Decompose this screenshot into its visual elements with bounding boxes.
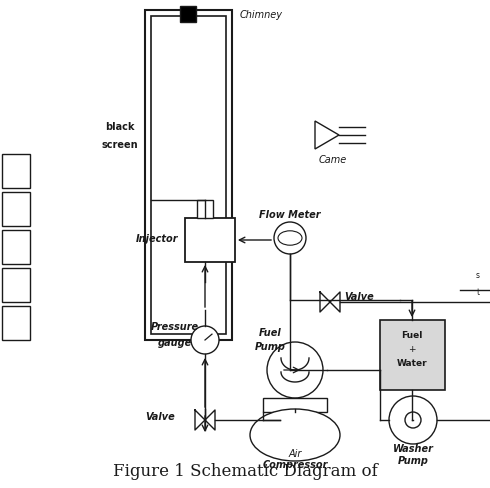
Text: Fuel: Fuel — [401, 331, 423, 340]
Bar — [180, 6, 196, 22]
Text: Water: Water — [397, 359, 427, 368]
Text: black: black — [105, 122, 135, 132]
Text: Fuel: Fuel — [259, 328, 281, 338]
Bar — [2, 154, 30, 188]
Text: Chimney: Chimney — [240, 10, 283, 20]
Text: t: t — [476, 288, 480, 297]
Circle shape — [389, 396, 437, 444]
Text: screen: screen — [102, 140, 138, 150]
Circle shape — [274, 222, 306, 254]
Ellipse shape — [250, 409, 340, 461]
Text: Valve: Valve — [344, 292, 374, 302]
Polygon shape — [315, 121, 339, 149]
Bar — [197, 200, 213, 218]
Bar — [2, 268, 30, 302]
Text: Injector: Injector — [136, 234, 178, 244]
Text: Washer: Washer — [392, 444, 434, 454]
Bar — [185, 218, 235, 262]
Bar — [151, 16, 226, 334]
Text: Air: Air — [288, 449, 302, 459]
Bar — [2, 230, 30, 264]
Text: Pump: Pump — [397, 456, 428, 466]
Bar — [380, 320, 445, 390]
Text: +: + — [408, 345, 416, 354]
Text: Flow Meter: Flow Meter — [259, 210, 321, 220]
Circle shape — [191, 326, 219, 354]
Bar — [2, 306, 30, 340]
Bar — [145, 10, 232, 340]
Text: Figure 1 Schematic Diagram of: Figure 1 Schematic Diagram of — [113, 463, 377, 480]
Ellipse shape — [278, 231, 302, 245]
Text: gauge: gauge — [158, 338, 192, 348]
Text: Came: Came — [319, 155, 347, 165]
Text: Pressure: Pressure — [151, 322, 199, 332]
Text: Valve: Valve — [145, 412, 175, 422]
Bar — [263, 398, 327, 412]
Bar — [2, 192, 30, 226]
Circle shape — [405, 412, 421, 428]
Circle shape — [267, 342, 323, 398]
Text: Compressor: Compressor — [262, 460, 328, 470]
Text: Pump: Pump — [255, 342, 286, 352]
Text: s: s — [476, 271, 480, 280]
